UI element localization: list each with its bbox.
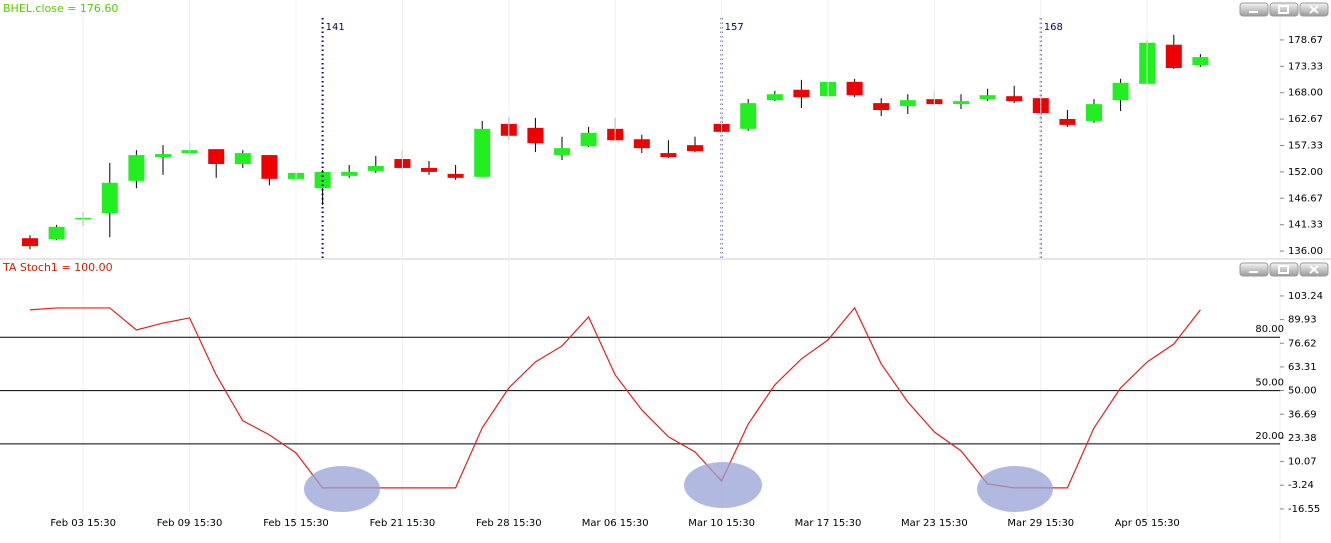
x-tick-label: Mar 06 15:30: [582, 518, 649, 529]
candle-body: [1059, 118, 1076, 125]
icon: [1249, 11, 1258, 13]
y-tick-label: 103.24: [1288, 291, 1323, 302]
window-buttons: [1239, 2, 1329, 277]
reference-label: 80.00: [1255, 324, 1284, 335]
y-tick-label: 36.69: [1288, 409, 1317, 420]
x-tick-label: Feb 09 15:30: [157, 518, 223, 529]
x-tick-label: Feb 03 15:30: [50, 518, 116, 529]
candle-body: [128, 155, 145, 181]
candle-body: [101, 182, 118, 213]
x-tick-label: Mar 29 15:30: [1007, 518, 1074, 529]
y-tick-label: 89.93: [1288, 315, 1317, 326]
y-tick-label: 157.33: [1288, 141, 1323, 152]
candle-body: [208, 149, 225, 164]
x-tick-label: Mar 10 15:30: [688, 518, 755, 529]
candle-body: [554, 148, 570, 156]
candle-body: [766, 94, 783, 101]
candle-body: [527, 127, 544, 144]
maximize-button[interactable]: [1269, 2, 1299, 17]
marker-label: 141: [326, 22, 345, 33]
reference-label: 50.00: [1255, 378, 1284, 389]
candle-body: [1165, 44, 1182, 68]
candle-body: [1192, 57, 1209, 66]
maximize-button[interactable]: [1269, 262, 1299, 277]
highlight-ellipses: [304, 462, 1053, 512]
candle-body: [474, 128, 491, 177]
y-tick-label: 162.67: [1288, 114, 1323, 125]
candle-body: [979, 95, 996, 100]
x-tick-label: Mar 17 15:30: [795, 518, 862, 529]
y-tick-label: 136.00: [1288, 246, 1323, 257]
panel-title: TA Stoch1 = 100.00: [2, 261, 113, 274]
candle-body: [1112, 82, 1129, 101]
y-tick-label: -3.24: [1288, 480, 1314, 491]
y-tick-label: 141.33: [1288, 220, 1323, 231]
candle-body: [155, 154, 171, 158]
y-tick-label: 168.00: [1288, 88, 1323, 99]
x-tick-label: Apr 05 15:30: [1115, 518, 1180, 529]
icon: [1278, 265, 1289, 274]
icon: [1249, 271, 1258, 273]
candle-body: [740, 103, 757, 129]
candle-body: [873, 103, 890, 111]
candle-body: [341, 171, 358, 176]
y-tick-label: 10.07: [1288, 457, 1317, 468]
x-tick-label: Feb 15 15:30: [263, 518, 329, 529]
candle-body: [1086, 104, 1102, 121]
icon: [1309, 5, 1319, 14]
candle-body: [580, 132, 597, 147]
highlight: [684, 462, 762, 508]
y-tick-label: 76.62: [1288, 338, 1317, 349]
candle-body: [234, 153, 251, 164]
highlight: [977, 466, 1053, 512]
y-tick-label: 146.67: [1288, 193, 1323, 204]
y-tick-label: 173.33: [1288, 61, 1323, 72]
x-tick-label: Mar 23 15:30: [901, 518, 968, 529]
reference-label: 20.00: [1255, 431, 1284, 442]
candle-body: [899, 100, 916, 107]
candle-body: [367, 165, 384, 171]
minimize-button[interactable]: [1239, 2, 1269, 17]
candle-body: [660, 153, 677, 158]
x-tick-label: Feb 21 15:30: [370, 518, 436, 529]
marker-label: 168: [1044, 22, 1063, 33]
candle-body: [22, 238, 38, 247]
candle-body: [953, 101, 969, 105]
y-tick-label: 63.31: [1288, 362, 1317, 373]
y-tick-label: 50.00: [1288, 386, 1317, 397]
candle-body: [48, 226, 65, 240]
icon: [1309, 265, 1319, 274]
x-tick-label: Feb 28 15:30: [476, 518, 542, 529]
candle-body: [447, 173, 464, 178]
y-tick-label: 178.67: [1288, 35, 1323, 46]
marker-label: 157: [725, 22, 744, 33]
panel-title: BHEL.close = 176.60: [3, 2, 118, 15]
candle-body: [687, 145, 703, 152]
candle-body: [633, 139, 650, 149]
candle-body: [421, 167, 437, 172]
candle-body: [846, 81, 863, 96]
minimize-button[interactable]: [1239, 262, 1269, 277]
candle-body: [793, 89, 810, 98]
candle-body: [1006, 96, 1023, 102]
highlight: [304, 466, 380, 512]
y-tick-label: -16.55: [1288, 504, 1320, 515]
y-tick-label: 23.38: [1288, 433, 1317, 444]
candle-body: [261, 155, 278, 179]
y-tick-label: 152.00: [1288, 167, 1323, 178]
icon: [1278, 5, 1289, 14]
